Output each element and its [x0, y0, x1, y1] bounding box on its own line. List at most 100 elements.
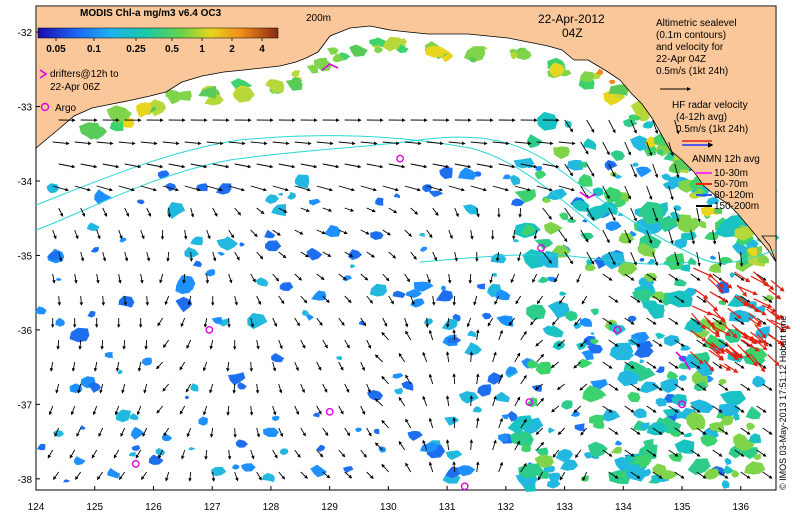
chl-patch [306, 64, 318, 74]
chl-patch [535, 361, 552, 375]
velocity-arrow [602, 185, 610, 200]
velocity-arrow [674, 295, 685, 303]
velocity-arrow [454, 163, 472, 169]
chl-patch [555, 448, 573, 463]
chl-patch [660, 378, 679, 394]
chl-patch [198, 416, 208, 426]
chl-patch [502, 174, 511, 180]
velocity-arrow [250, 185, 267, 192]
chl-patch [91, 128, 98, 134]
lat-tick-label: -38 [18, 475, 33, 486]
velocity-arrow [157, 317, 164, 327]
hf-radar-arrow [712, 325, 732, 336]
lon-tick-label: 135 [674, 502, 691, 513]
chl-patch [534, 454, 554, 468]
chl-patch [639, 359, 645, 364]
velocity-arrow [300, 207, 310, 212]
chl-patch [507, 410, 518, 422]
chl-patch [537, 111, 558, 131]
velocity-arrow [184, 185, 201, 192]
chl-patch [294, 174, 310, 189]
velocity-arrow [80, 207, 86, 217]
velocity-arrow [234, 251, 240, 261]
chl-patch [667, 370, 679, 380]
hf-radar-arrow [750, 275, 769, 286]
chl-patch [261, 473, 275, 482]
velocity-arrow [300, 383, 305, 394]
chl-patch [622, 459, 648, 474]
chl-patch [543, 221, 563, 235]
velocity-arrow [602, 405, 613, 413]
chl-patch [583, 452, 592, 459]
chl-patch [674, 278, 687, 287]
hf-radar-arrow [693, 267, 714, 278]
chl-patch [69, 327, 90, 343]
velocity-arrow [652, 251, 659, 267]
velocity-arrow [608, 251, 616, 266]
velocity-arrow [579, 339, 588, 348]
velocity-arrow [448, 185, 465, 192]
chl-patch [115, 409, 131, 423]
velocity-arrow [140, 273, 144, 284]
hf-radar-arrow [768, 334, 783, 345]
velocity-arrow [410, 207, 419, 215]
chl-patch [34, 306, 47, 315]
velocity-arrow [183, 229, 188, 240]
velocity-arrow [118, 185, 135, 192]
velocity-arrow [536, 141, 554, 146]
chl-patch [467, 330, 477, 338]
chl-patch [633, 344, 654, 358]
velocity-arrow [366, 471, 374, 480]
velocity-arrow [204, 449, 208, 460]
velocity-arrow [256, 163, 274, 169]
chl-patch [79, 425, 86, 430]
velocity-arrow [137, 361, 142, 372]
hf-radar-arrow [727, 307, 742, 319]
chl-patch [587, 441, 608, 459]
chl-patch [583, 138, 597, 151]
velocity-arrow [256, 339, 260, 350]
chl-patch [546, 480, 561, 489]
chl-patch [271, 353, 285, 363]
velocity-arrow [608, 295, 619, 303]
velocity-arrow [118, 471, 126, 481]
velocity-arrow [398, 352, 406, 363]
altimetric-legend-line3: and velocity for [656, 42, 724, 53]
velocity-arrow [556, 383, 565, 391]
velocity-arrow [624, 317, 635, 325]
velocity-arrow [646, 361, 657, 369]
velocity-arrow [410, 163, 428, 169]
lon-tick-label: 133 [556, 502, 573, 513]
velocity-arrow [99, 383, 104, 394]
velocity-arrow [190, 163, 208, 169]
velocity-arrow [551, 317, 560, 326]
velocity-arrow [734, 361, 745, 369]
velocity-arrow [432, 207, 439, 217]
velocity-arrow [113, 449, 120, 459]
hf-radar-arrow [689, 351, 704, 365]
chl-patch [627, 315, 637, 322]
hf-radar-arrow [708, 342, 721, 355]
velocity-arrow [535, 339, 543, 347]
velocity-arrow [256, 427, 261, 438]
velocity-arrow [580, 427, 588, 436]
velocity-arrow [712, 273, 723, 281]
velocity-arrow [536, 397, 545, 407]
velocity-arrow [79, 295, 84, 306]
argo-float-marker [205, 325, 214, 334]
velocity-arrow [740, 427, 751, 435]
velocity-arrow [718, 427, 729, 435]
chl-patch [310, 464, 327, 478]
velocity-arrow [58, 207, 64, 217]
velocity-arrow [338, 449, 346, 458]
velocity-arrow [74, 273, 78, 284]
velocity-arrow [102, 163, 120, 169]
velocity-arrow [475, 373, 480, 385]
hf-radar-arrow [703, 315, 715, 327]
velocity-arrow [445, 439, 450, 451]
velocity-arrow [294, 449, 301, 458]
lon-tick-label: 136 [732, 502, 749, 513]
velocity-arrow [580, 185, 589, 199]
argo-floats [131, 154, 686, 491]
velocity-arrow [180, 317, 186, 328]
